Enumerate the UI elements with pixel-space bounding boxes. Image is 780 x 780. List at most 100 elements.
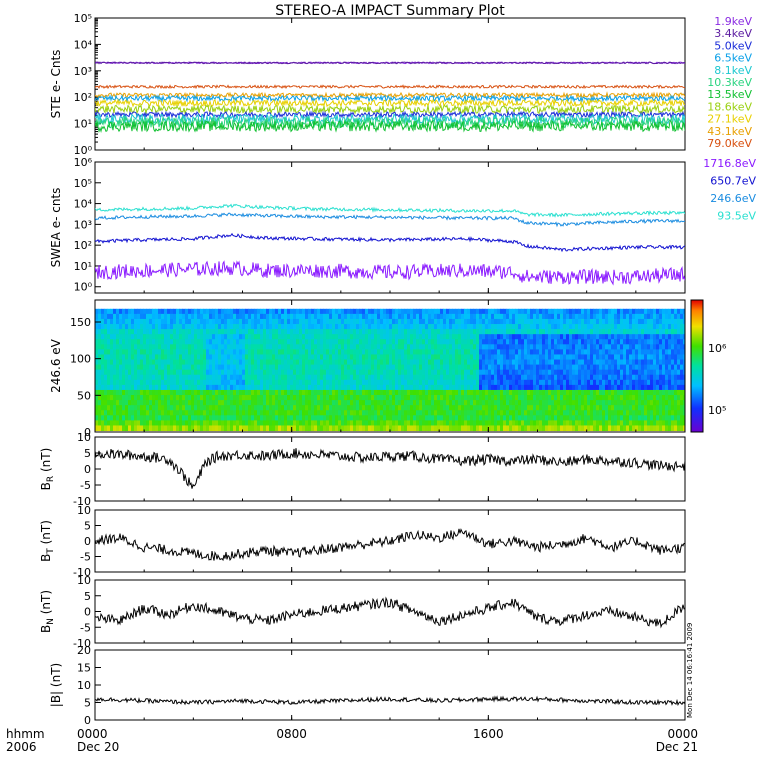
heatmap-ytick-label: 100 [70,353,91,366]
ste-series-line [95,103,685,115]
swea-ytick-label: 10⁰ [74,281,93,294]
ylabel: BR (nT) [39,448,56,491]
ste-series-line [95,61,685,65]
ste-ytick-label: 10⁴ [74,38,93,51]
ste-ytick-label: 10⁵ [74,12,92,25]
b-series-line [95,695,685,706]
b-ytick-label: 10 [77,574,91,587]
swea-ytick-label: 10⁴ [74,198,93,211]
b-ytick-label: 5 [84,447,91,460]
swea-legend-item: 246.6eV [710,192,756,205]
b-ytick-label: -10 [73,495,91,508]
swea-legend-item: 650.7eV [710,175,756,188]
b-ytick-label: 0 [84,714,91,727]
b-ytick-label: 10 [77,504,91,517]
ste-series-line [95,110,685,120]
ylabel: BN (nT) [39,590,56,633]
ste-series-line [95,115,685,130]
heatmap-ytick-label: 0 [84,426,91,439]
b-series-line [95,448,685,489]
xtick-date: Dec 21 [656,740,698,754]
b-ytick-label: -10 [73,566,91,579]
colorbar: 10⁶ 10⁵ [690,299,727,433]
panel-frame-5 [94,579,686,644]
xaxis-label-top: hhmm [6,727,45,741]
ste-series-group [95,61,685,134]
ste-ytick-label: 10⁰ [74,144,93,157]
panel-frame-0 [94,17,686,151]
swea-ytick-label: 10³ [74,218,92,231]
b-series-group [95,448,685,489]
xtick-label: 0000 [77,727,108,741]
ste-series-line [95,98,685,108]
ste-series-line [95,119,685,134]
xtick-label: 1600 [473,727,504,741]
b-ytick-label: 0 [84,606,91,619]
pitch-angle-heatmap [95,308,685,432]
panel-frame-3 [94,436,686,502]
b-series-group [95,596,685,629]
b-ytick-label: 5 [84,520,91,533]
ste-legend-item: 3.4keV [714,27,752,40]
swea-legend: 1716.8eV 650.7eV 246.6eV 93.5eV [703,157,756,223]
swea-ytick-label: 10⁶ [74,156,93,169]
heatmap-ytick-label: 50 [77,389,91,402]
ste-ytick-label: 10³ [74,65,92,78]
b-ytick-label: -10 [73,637,91,650]
ste-legend: 1.9keV3.4keV5.0keV6.5keV8.1keV10.3keV13.… [707,15,752,150]
ylabel: BT (nT) [39,520,56,562]
swea-ytick-label: 10² [74,239,92,252]
swea-series-group [95,203,685,286]
ste-legend-item: 27.1keV [707,113,752,126]
colorbar-tick-low: 10⁵ [708,404,726,417]
ste-series-line [95,84,685,90]
ste-legend-item: 13.5keV [707,88,752,101]
b-ytick-label: 5 [84,590,91,603]
b-ytick-label: 0 [84,535,91,548]
ste-legend-item: 1.9keV [714,15,752,28]
xtick-label: 0000 [667,727,698,741]
xtick-label: 0800 [276,727,307,741]
swea-series-line [95,203,685,218]
ste-legend-item: 43.1keV [707,125,752,138]
b-ytick-label: -5 [80,479,91,492]
chart-title: STEREO-A IMPACT Summary Plot [275,3,505,19]
b-ytick-label: -5 [80,621,91,634]
ste-series-line [95,91,685,100]
ste-legend-item: 6.5keV [714,52,752,65]
ste-legend-item: 8.1keV [714,64,752,77]
swea-legend-item: 93.5eV [717,210,756,223]
b-ytick-label: 20 [77,644,91,657]
heatmap-ytick-label: 150 [70,316,91,329]
b-series-line [95,528,685,562]
ste-legend-item: 10.3keV [707,76,752,89]
b-series-line [95,596,685,629]
swea-ytick-label: 10⁵ [74,177,92,190]
ste-ytick-label: 10¹ [74,118,92,131]
swea-series-line [95,232,685,253]
panel-frame-6 [94,649,686,721]
ylabel: STE e- Cnts [49,50,63,119]
xaxis-label-bottom: 2006 [6,740,37,754]
b-ytick-label: 5 [84,697,91,710]
swea-ytick-label: 10¹ [74,260,92,273]
swea-legend-item: 1716.8eV [703,157,756,170]
ylabel: 246.6 eV [49,338,63,393]
b-series-group [95,528,685,562]
b-ytick-label: -5 [80,551,91,564]
ste-ytick-label: 10² [74,91,92,104]
ylabel: |B| (nT) [49,663,63,707]
b-ytick-label: 10 [77,431,91,444]
b-ytick-label: 15 [77,662,91,675]
ste-legend-item: 79.0keV [707,137,752,150]
generation-stamp: Mon Dec 14 06:16:41 2009 [686,623,694,718]
ste-legend-item: 18.6keV [707,100,752,113]
ste-legend-item: 5.0keV [714,39,752,52]
ylabel: SWEA e- cnts [49,188,63,268]
b-series-group [95,695,685,706]
xtick-date: Dec 20 [77,740,119,754]
b-ytick-label: 10 [77,679,91,692]
colorbar-tick-high: 10⁶ [708,342,727,355]
